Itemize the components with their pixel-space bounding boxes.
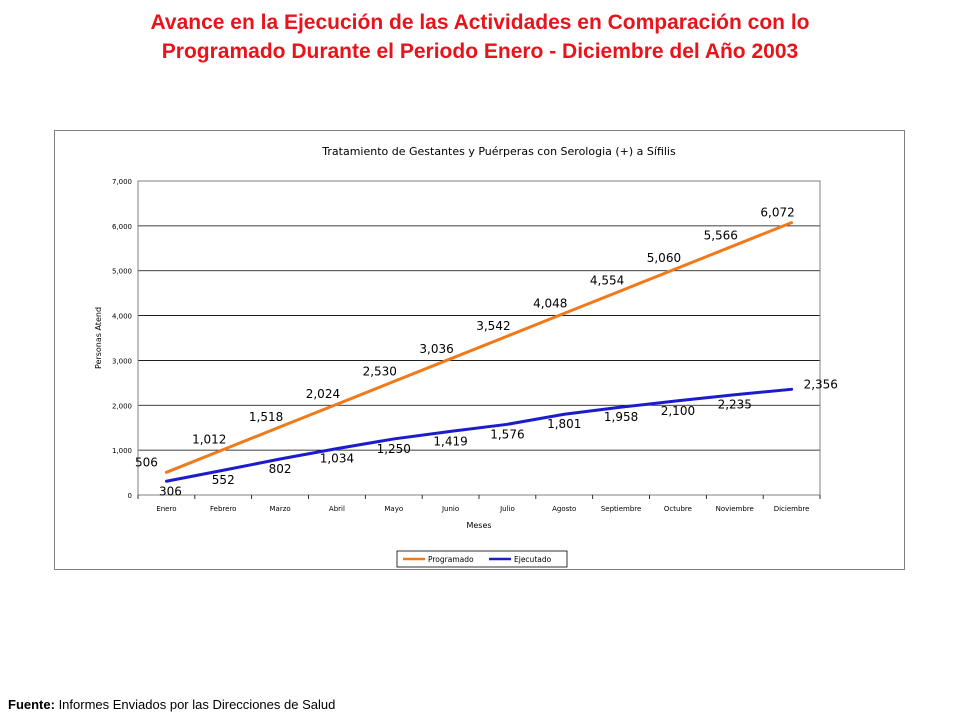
data-label: 2,024: [306, 387, 340, 401]
y-tick-label: 2,000: [112, 402, 132, 410]
x-tick-label: Enero: [156, 505, 176, 513]
source-text: Informes Enviados por las Direcciones de…: [54, 697, 336, 712]
x-tick-label: Agosto: [552, 505, 576, 513]
y-tick-label: 7,000: [112, 178, 132, 186]
legend-label: Programado: [428, 555, 474, 564]
data-label: 1,034: [320, 452, 354, 466]
y-tick-label: 1,000: [112, 447, 132, 455]
y-axis-label: Personas Atend: [94, 307, 103, 369]
data-label: 552: [212, 473, 235, 487]
x-tick-label: Octubre: [664, 505, 692, 513]
x-tick-label: Febrero: [210, 505, 236, 513]
data-label: 2,100: [661, 404, 695, 418]
data-label: 4,554: [590, 274, 624, 288]
page-title: Avance en la Ejecución de las Actividade…: [40, 8, 920, 66]
y-tick-label: 5,000: [112, 268, 132, 276]
data-label: 3,036: [419, 342, 453, 356]
data-label: 3,542: [476, 319, 510, 333]
source-label: Fuente:: [8, 697, 55, 712]
data-label: 5,060: [647, 251, 681, 265]
legend-box: [396, 550, 568, 568]
data-label: 306: [159, 484, 182, 498]
data-label: 1,012: [192, 433, 226, 447]
y-tick-label: 6,000: [112, 223, 132, 231]
data-label: 1,958: [604, 410, 638, 424]
x-tick-label: Septiembre: [601, 505, 641, 513]
page-title-line-2: Programado Durante el Periodo Enero - Di…: [161, 40, 799, 63]
x-tick-label: Marzo: [269, 505, 290, 513]
data-label: 1,419: [433, 434, 467, 448]
series-line-ejecutado: [164, 387, 794, 483]
y-tick-label: 3,000: [112, 357, 132, 365]
y-tick-label: 4,000: [112, 313, 132, 321]
legend-label: Ejecutado: [514, 555, 552, 564]
x-tick-label: Junio: [441, 505, 459, 513]
data-label: 5,566: [704, 228, 738, 242]
x-tick-label: Abril: [329, 505, 345, 513]
page-title-line-1: Avance en la Ejecución de las Actividade…: [150, 11, 810, 34]
x-tick-label: Julio: [499, 505, 515, 513]
data-label: 1,801: [547, 417, 581, 431]
data-label: 1,250: [377, 442, 411, 456]
data-label: 6,072: [760, 206, 794, 220]
data-label: 2,530: [363, 365, 397, 379]
series-line-programado: [164, 221, 794, 474]
chart-title: Tratamiento de Gestantes y Puérperas con…: [321, 145, 676, 158]
x-tick-label: Mayo: [384, 505, 403, 513]
x-tick-label: Diciembre: [774, 505, 810, 513]
data-label: 1,576: [490, 427, 524, 441]
data-label: 1,518: [249, 410, 283, 424]
data-label: 2,235: [718, 398, 752, 412]
line-chart: Tratamiento de Gestantes y Puérperas con…: [94, 145, 838, 568]
x-axis-label: Meses: [466, 521, 491, 530]
chart-frame: Tratamiento de Gestantes y Puérperas con…: [54, 130, 905, 570]
source-note: Fuente: Informes Enviados por las Direcc…: [8, 697, 335, 712]
x-tick-label: Noviembre: [716, 505, 754, 513]
y-tick-label: 0: [128, 492, 132, 500]
data-label: 802: [269, 462, 292, 476]
data-label: 506: [135, 455, 158, 469]
data-label: 4,048: [533, 296, 567, 310]
data-label: 2,356: [804, 377, 838, 391]
